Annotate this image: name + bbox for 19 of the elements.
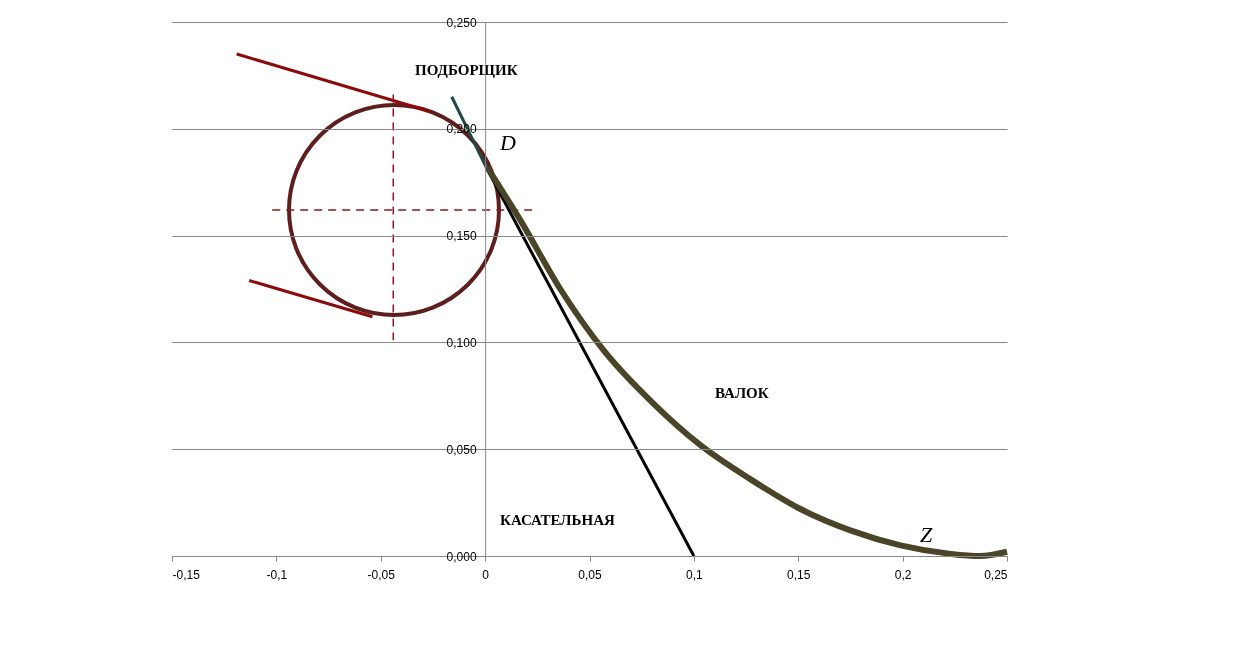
annotation: ВАЛОК <box>715 385 769 401</box>
x-tick-label: 0,15 <box>787 567 811 582</box>
x-tick-label: -0,1 <box>266 567 288 582</box>
y-tick-label: 0,250 <box>446 15 477 30</box>
x-tick-label: 0,1 <box>686 567 704 582</box>
x-tick-label: -0,15 <box>172 567 201 582</box>
x-tick-label: 0,2 <box>894 567 912 582</box>
x-tick-label: 0 <box>482 567 490 582</box>
y-tick-label: 0,100 <box>446 335 477 350</box>
x-tick-label: 0,05 <box>578 567 602 582</box>
y-tick-label: 0,000 <box>446 549 477 564</box>
y-tick-label: 0,050 <box>446 442 477 457</box>
x-tick-label: -0,05 <box>367 567 396 582</box>
annotation: ПОДБОРЩИК <box>415 62 518 78</box>
annotation: КАСАТЕЛЬНАЯ <box>500 512 615 528</box>
annotation: D <box>499 130 516 155</box>
y-tick-label: 0,150 <box>446 229 477 244</box>
annotation: Z <box>920 522 933 547</box>
x-tick-label: 0,25 <box>984 567 1008 582</box>
